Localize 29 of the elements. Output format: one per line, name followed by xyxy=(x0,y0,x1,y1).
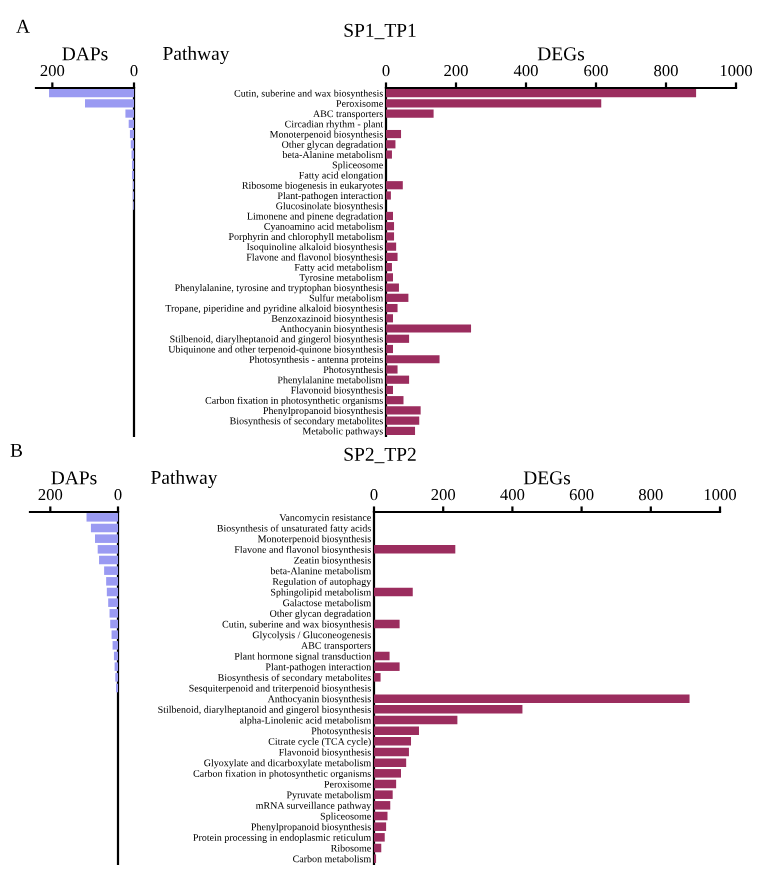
x-tick-label: 200 xyxy=(38,489,63,501)
x-tick-label: 200 xyxy=(444,65,468,77)
x-tick-label: 600 xyxy=(584,65,608,77)
x-tick-label: 0 xyxy=(382,65,390,77)
x-tick-label: 0 xyxy=(130,65,138,77)
y-axis-title: Pathway xyxy=(163,46,230,64)
bar xyxy=(374,587,413,597)
chart-title: DEGs xyxy=(523,471,571,485)
text: SP2_TP2 xyxy=(344,447,416,464)
text: B xyxy=(10,443,23,457)
x-tick-label: 400 xyxy=(513,65,538,77)
x-tick-label: 400 xyxy=(500,489,525,501)
bar xyxy=(374,545,456,554)
x-tick-label: 1000 xyxy=(704,489,737,501)
x-tick-label: 800 xyxy=(654,65,678,77)
chart-title: DAPs xyxy=(51,471,97,485)
x-tick-label: 800 xyxy=(638,489,663,501)
text: A xyxy=(16,19,30,33)
y-axis-title: Pathway xyxy=(151,470,218,488)
chart-title: DEGs xyxy=(537,47,585,61)
x-tick-label: 600 xyxy=(569,489,594,501)
x-tick-label: 0 xyxy=(114,489,122,501)
x-tick-label: 0 xyxy=(370,489,378,501)
x-tick-label: 1000 xyxy=(720,65,753,77)
bar xyxy=(374,619,400,629)
x-tick-label: 200 xyxy=(431,489,456,501)
chart-title: DAPs xyxy=(62,47,108,61)
text: SP1_TP1 xyxy=(344,23,416,40)
x-tick-label: 200 xyxy=(40,65,65,77)
